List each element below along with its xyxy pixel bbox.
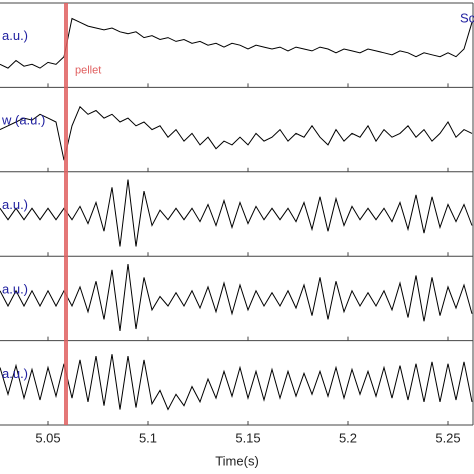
annotation: Sc: [460, 10, 474, 25]
panel-label: a.u.): [2, 197, 28, 212]
x-tick-label: 5.1: [139, 430, 157, 445]
panel-label: w (a.u.): [1, 113, 45, 128]
x-tick-label: 5.05: [35, 430, 60, 445]
signal-line: [0, 179, 473, 247]
signal-line: [0, 17, 473, 69]
panel-label: a.u.): [2, 281, 28, 296]
signal-line: [0, 354, 473, 411]
panel-label: a.u.): [2, 28, 28, 43]
pellet-label: pellet: [75, 64, 101, 76]
signal-line: [0, 263, 473, 331]
x-tick-label: 5.25: [435, 430, 460, 445]
panel-label: a.u.): [2, 366, 28, 381]
signal-line: [0, 105, 473, 161]
x-axis-label: Time(s): [215, 453, 259, 468]
x-tick-label: 5.2: [339, 430, 357, 445]
x-tick-label: 5.15: [235, 430, 260, 445]
